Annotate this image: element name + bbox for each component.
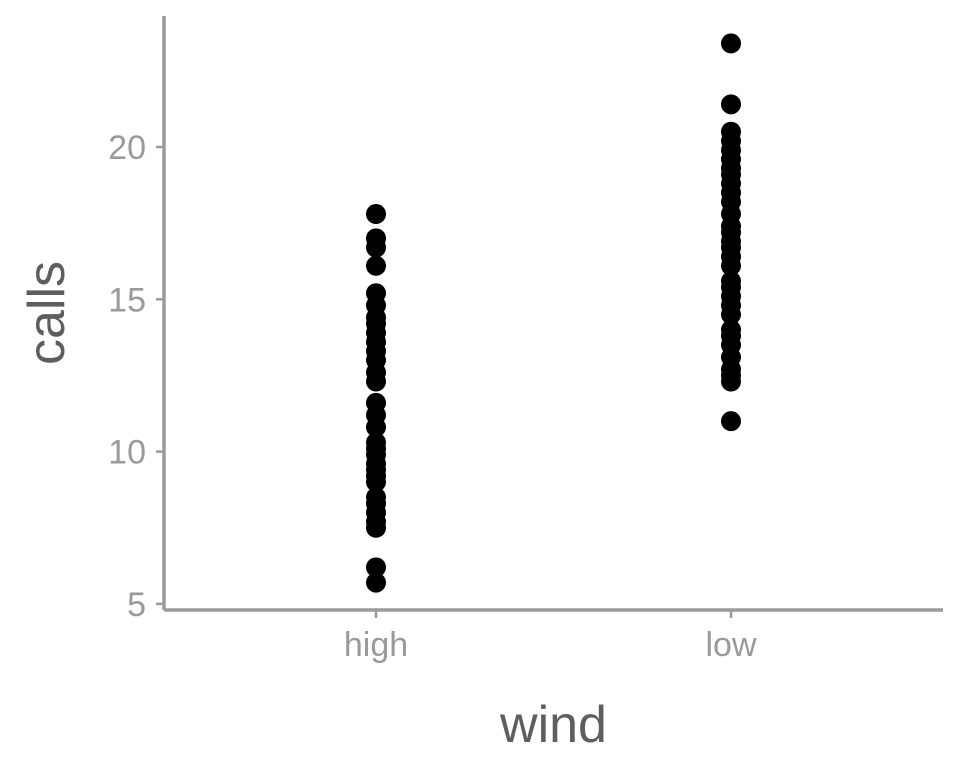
data-point-low: [721, 271, 741, 292]
data-point-high: [366, 557, 386, 578]
data-point-high: [366, 204, 386, 224]
data-point-low: [721, 319, 741, 340]
data-point-high: [366, 255, 386, 276]
data-point-high: [366, 432, 386, 453]
y-tick-label: 20: [108, 129, 146, 167]
x-axis-ticks: high low: [344, 610, 757, 664]
data-point-low: [721, 94, 741, 115]
y-tick-label: 10: [108, 434, 146, 472]
data-point-high: [366, 572, 386, 593]
data-points: [366, 33, 741, 593]
data-point-low: [721, 33, 741, 54]
data-point-high: [366, 392, 386, 413]
y-axis-ticks: 5 10 15 20: [108, 129, 164, 624]
y-tick-label: 5: [127, 586, 146, 624]
data-point-low: [721, 121, 741, 142]
y-axis-title: calls: [18, 261, 76, 365]
data-point-high: [366, 228, 386, 249]
data-point-low: [721, 411, 741, 432]
data-point-high: [366, 283, 386, 304]
y-tick-label: 15: [108, 281, 146, 319]
data-point-high: [366, 487, 386, 508]
x-tick-label: high: [344, 626, 408, 664]
x-tick-label: low: [705, 626, 756, 664]
x-axis-title: wind: [499, 696, 607, 754]
